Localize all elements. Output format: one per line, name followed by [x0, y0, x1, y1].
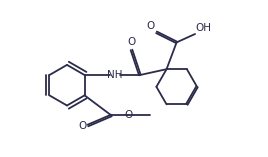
Text: O: O [127, 37, 136, 47]
Text: NH: NH [107, 70, 122, 80]
Text: OH: OH [196, 23, 212, 33]
Text: O: O [147, 21, 155, 31]
Text: O: O [78, 121, 86, 130]
Text: O: O [124, 111, 132, 120]
